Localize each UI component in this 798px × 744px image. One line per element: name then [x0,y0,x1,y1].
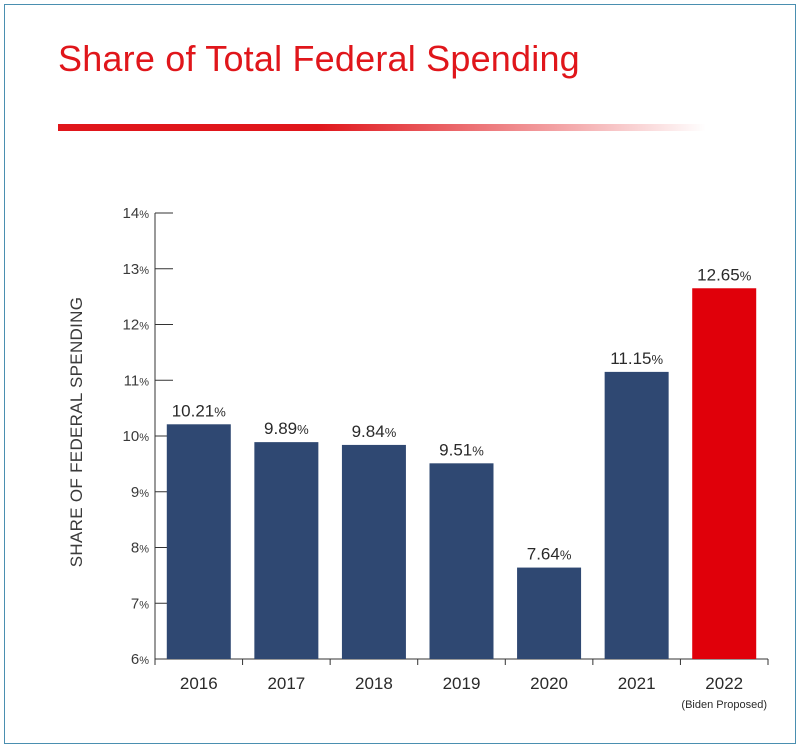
y-tick-label: 9% [131,484,149,501]
y-tick-label: 11% [124,372,150,389]
y-axis: 6% 7% 8% 9% 10% 11% 12% 13% 14% [123,205,173,668]
x-axis: 2016 2017 2018 2019 2020 2021 2022 (Biden Propo… [154,658,769,711]
value-label-2022: 12.65% [697,265,752,284]
y-tick-label: 10% [123,428,150,445]
bar-2020 [517,567,582,659]
x-tick-label: 2017 [267,674,305,693]
title-underline [58,124,706,131]
x-tick-label: 2018 [355,674,393,693]
bar-2021 [604,371,669,659]
value-label-2018: 9.84% [352,422,397,441]
x-tick-note: (Biden Proposed) [681,699,767,711]
x-tick-label: 2019 [443,674,481,693]
y-tick-label: 6% [131,651,149,668]
bars: 10.21% 9.89% 9.84% 9.51% 7.64% 11.15% 12.65% [166,265,757,659]
x-tick-label: 2020 [530,674,568,693]
bar-2019 [429,463,494,659]
y-tick-label: 8% [131,540,149,557]
x-tick-label: 2021 [618,674,656,693]
x-tick-label: 2016 [180,674,218,693]
y-tick-label: 7% [131,595,149,612]
bar-2017 [254,442,319,659]
value-label-2021: 11.15% [610,349,663,368]
value-label-2016: 10.21% [172,401,227,420]
y-tick-label: 14% [123,205,150,222]
x-tick-label: 2022 [705,674,743,693]
y-tick-label: 13% [123,261,150,278]
bar-2022 [692,288,757,659]
bar-2016 [166,424,231,659]
value-label-2020: 7.64% [527,545,572,564]
chart-title: Share of Total Federal Spending [58,38,580,79]
value-label-2017: 9.89% [264,419,309,438]
y-axis-label: SHARE OF FEDERAL SPENDING [67,297,86,567]
bar-2018 [341,444,406,659]
value-label-2019: 9.51% [439,440,484,459]
y-tick-label: 12% [123,317,150,334]
